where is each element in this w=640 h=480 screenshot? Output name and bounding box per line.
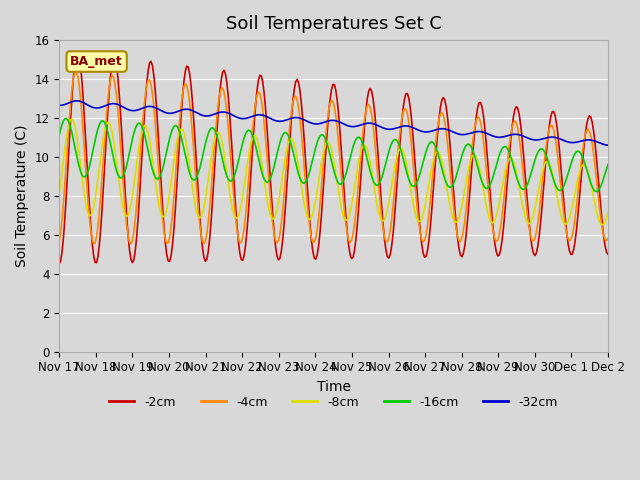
-32cm [93, 105, 100, 111]
-8cm [598, 222, 606, 228]
-16cm [593, 189, 600, 194]
-4cm [56, 238, 63, 243]
-32cm [448, 129, 456, 134]
-16cm [93, 131, 100, 137]
-32cm [56, 102, 63, 108]
-2cm [530, 251, 538, 256]
-2cm [339, 172, 347, 178]
-2cm [448, 166, 456, 171]
Title: Soil Temperatures Set C: Soil Temperatures Set C [226, 15, 442, 33]
Y-axis label: Soil Temperature (C): Soil Temperature (C) [15, 125, 29, 267]
-32cm [530, 137, 538, 143]
-8cm [76, 152, 83, 158]
-16cm [56, 132, 63, 138]
-16cm [530, 162, 538, 168]
Line: -32cm: -32cm [60, 101, 608, 145]
-32cm [604, 143, 612, 148]
-8cm [604, 209, 612, 215]
-16cm [448, 183, 456, 189]
Text: BA_met: BA_met [70, 55, 123, 68]
Legend: -2cm, -4cm, -8cm, -16cm, -32cm: -2cm, -4cm, -8cm, -16cm, -32cm [104, 391, 563, 414]
-2cm [602, 243, 609, 249]
-16cm [339, 179, 347, 185]
-2cm [604, 252, 612, 257]
-4cm [94, 223, 102, 229]
Line: -2cm: -2cm [60, 52, 608, 264]
Line: -16cm: -16cm [60, 119, 608, 192]
-8cm [339, 212, 347, 217]
-8cm [603, 214, 611, 220]
-4cm [449, 202, 457, 207]
-16cm [604, 161, 612, 167]
-4cm [604, 235, 612, 241]
-8cm [93, 187, 100, 192]
-4cm [603, 238, 611, 243]
-4cm [90, 241, 97, 247]
-8cm [448, 211, 456, 217]
-2cm [76, 54, 83, 60]
Line: -4cm: -4cm [60, 72, 608, 244]
-16cm [76, 165, 83, 170]
-32cm [339, 120, 347, 126]
-16cm [63, 116, 70, 121]
-4cm [72, 69, 80, 75]
-8cm [56, 190, 63, 196]
-8cm [68, 116, 76, 122]
-2cm [56, 261, 63, 267]
Line: -8cm: -8cm [60, 119, 608, 225]
-2cm [93, 260, 100, 265]
-2cm [74, 49, 82, 55]
-32cm [602, 142, 609, 148]
X-axis label: Time: Time [317, 380, 351, 394]
-4cm [76, 84, 83, 90]
-8cm [530, 212, 538, 217]
-32cm [76, 98, 83, 104]
-4cm [531, 235, 539, 241]
-16cm [603, 166, 611, 172]
-4cm [340, 207, 348, 213]
-32cm [72, 98, 80, 104]
